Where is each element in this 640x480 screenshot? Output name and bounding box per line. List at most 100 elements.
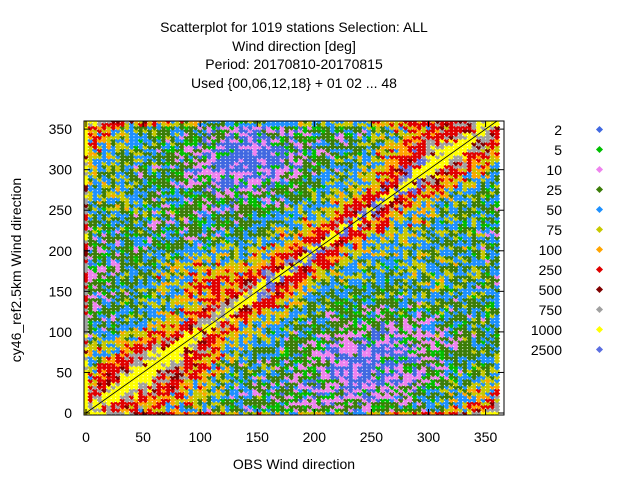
data-point (119, 406, 126, 413)
data-point (105, 263, 113, 271)
data-point (110, 286, 117, 293)
data-point (155, 273, 163, 280)
data-point (91, 331, 99, 339)
data-point (137, 289, 144, 297)
data-point (128, 127, 135, 134)
data-point (151, 195, 158, 203)
data-point (119, 169, 126, 177)
data-point (114, 208, 122, 216)
data-point (91, 383, 99, 391)
data-point (87, 403, 94, 410)
data-point (91, 198, 99, 206)
data-point (87, 276, 94, 284)
data-point (128, 270, 135, 277)
data-point (178, 280, 186, 287)
data-point (101, 400, 108, 407)
data-point (119, 124, 126, 131)
data-point (114, 121, 122, 125)
data-point (114, 318, 122, 326)
data-point (110, 406, 117, 413)
data-point (119, 185, 126, 193)
data-point (160, 231, 167, 238)
data-point (169, 270, 176, 277)
data-point (151, 322, 158, 329)
data-point (155, 195, 163, 203)
data-point (160, 351, 167, 358)
data-point (155, 130, 163, 138)
data-point (165, 263, 172, 271)
data-point (174, 296, 181, 303)
data-point (174, 182, 181, 190)
data-point (101, 357, 108, 365)
data-point (123, 137, 131, 144)
data-point (91, 172, 99, 180)
data-point (110, 182, 117, 190)
data-point (151, 244, 158, 251)
data-point (133, 315, 140, 323)
data-point (146, 192, 154, 199)
data-point (91, 156, 99, 164)
data-point (119, 331, 126, 339)
data-point (101, 159, 108, 167)
data-point (137, 163, 144, 170)
data-point (151, 147, 158, 154)
data-point (155, 263, 163, 271)
data-point (123, 134, 131, 141)
data-point (151, 247, 158, 254)
data-point (165, 130, 172, 138)
data-point (96, 289, 103, 297)
data-point (96, 130, 103, 138)
data-point (96, 374, 103, 381)
data-point (87, 364, 94, 371)
data-point (87, 185, 94, 193)
data-point (105, 348, 113, 355)
data-point (142, 302, 149, 310)
data-point (101, 322, 108, 329)
data-point (101, 127, 108, 134)
data-point (174, 127, 181, 134)
data-point (123, 182, 131, 190)
data-point (114, 179, 122, 186)
data-point (155, 309, 163, 316)
data-point (110, 215, 117, 222)
data-point (114, 267, 122, 274)
data-point (178, 250, 186, 258)
data-point (96, 176, 103, 183)
data-point (151, 172, 158, 180)
data-point (146, 315, 154, 323)
data-point (101, 198, 108, 206)
data-point (146, 325, 154, 332)
data-point (155, 338, 163, 345)
data-point (165, 270, 172, 277)
data-point (174, 276, 181, 284)
data-point (137, 124, 144, 131)
data-point (105, 121, 113, 125)
data-point (110, 211, 117, 219)
data-point (119, 202, 126, 209)
data-point (142, 234, 149, 241)
data-point (101, 341, 108, 349)
data-point (114, 124, 122, 131)
data-point (146, 237, 154, 245)
data-point (133, 182, 140, 190)
data-point (155, 156, 163, 164)
data-point (110, 169, 117, 177)
data-point (105, 244, 113, 251)
data-point (110, 364, 117, 371)
data-point (169, 390, 176, 397)
data-point (91, 189, 99, 196)
data-point (151, 140, 158, 147)
data-point (174, 224, 181, 232)
data-point (91, 270, 99, 277)
data-point (165, 380, 172, 387)
data-point (91, 150, 99, 157)
data-point (169, 280, 176, 287)
data-point (110, 302, 117, 310)
data-point (123, 280, 131, 287)
data-point (165, 387, 172, 394)
data-point (101, 267, 108, 274)
data-point (91, 257, 99, 264)
data-point (105, 270, 113, 277)
data-point (183, 387, 190, 394)
data-point (142, 121, 149, 125)
